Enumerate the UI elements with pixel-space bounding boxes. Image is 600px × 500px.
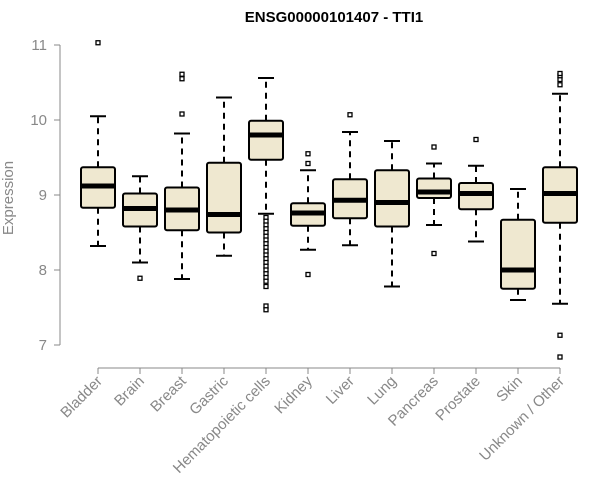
box-group: [164, 71, 200, 280]
box-group: [248, 77, 284, 313]
outlier-point: [263, 278, 269, 284]
box-group: [122, 175, 158, 281]
x-tick-label: Bladder: [57, 373, 106, 422]
box-iqr: [500, 218, 536, 290]
outlier-point: [431, 250, 437, 257]
y-tick-label: 11: [31, 37, 47, 54]
y-axis-label: Expression: [0, 161, 17, 235]
box-group: [458, 136, 494, 243]
box-iqr: [416, 177, 452, 199]
outlier-point: [557, 354, 563, 360]
outlier-point: [137, 275, 143, 281]
outlier-point: [305, 151, 311, 157]
box-group: [332, 112, 368, 247]
outlier-point: [179, 76, 185, 82]
box-iqr: [248, 119, 284, 161]
x-tick-label: Lung: [364, 373, 400, 409]
x-tick-label: Breast: [147, 372, 190, 415]
outlier-point: [263, 283, 269, 290]
outlier-point: [95, 40, 101, 46]
chart-title: ENSG00000101407 - TTI1: [245, 9, 423, 26]
x-tick-label: Liver: [323, 373, 358, 408]
outlier-point: [557, 332, 563, 338]
outlier-point: [179, 111, 185, 117]
outlier-point: [305, 160, 311, 167]
outlier-point: [473, 136, 479, 143]
plot-area: [80, 40, 578, 360]
box-group: [80, 40, 116, 247]
outlier-point: [557, 82, 563, 88]
box-group: [542, 70, 578, 360]
box-group: [374, 140, 410, 288]
box-iqr: [374, 169, 410, 228]
y-tick-label: 8: [39, 262, 47, 279]
outlier-point: [431, 144, 437, 150]
outlier-point: [263, 307, 269, 313]
y-axis: 7 8 9 10 11: [30, 37, 61, 354]
box-group: [416, 144, 452, 257]
outlier-point: [305, 271, 311, 278]
outlier-point: [347, 112, 353, 118]
box-iqr: [458, 182, 494, 211]
outlier-point: [557, 70, 563, 77]
x-tick-label: Brain: [111, 373, 148, 410]
box-group: [206, 96, 242, 257]
x-tick-label: Skin: [493, 373, 526, 406]
y-tick-label: 9: [39, 187, 47, 204]
x-tick-label: Kidney: [271, 372, 316, 417]
box-group: [290, 151, 326, 278]
x-tick-label: Prostate: [432, 373, 484, 425]
y-tick-label: 7: [39, 337, 47, 354]
y-tick-label: 10: [30, 112, 47, 129]
box-iqr: [206, 161, 242, 234]
box-group: [500, 188, 536, 301]
outlier-point: [179, 71, 185, 77]
